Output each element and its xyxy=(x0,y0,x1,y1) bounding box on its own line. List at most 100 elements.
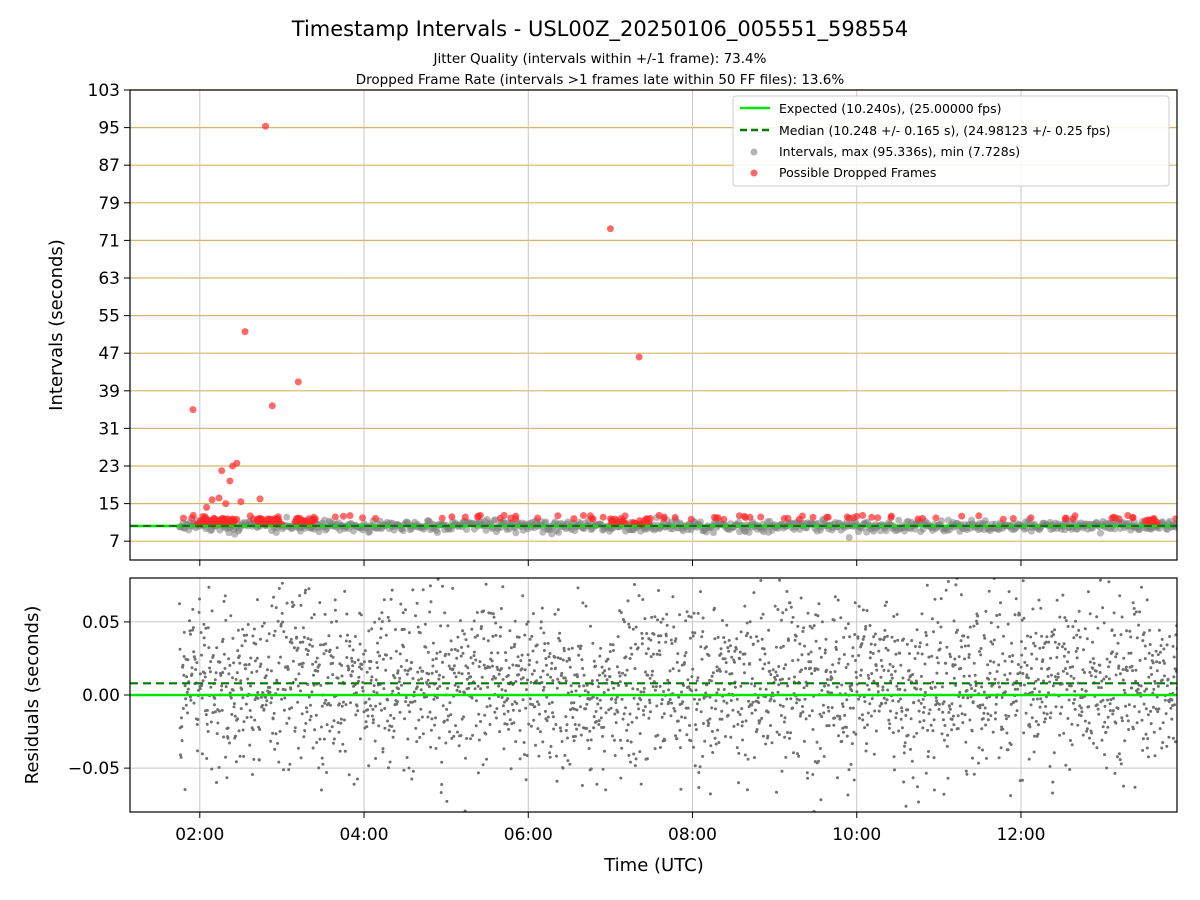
residual-point xyxy=(560,671,564,675)
residual-point xyxy=(381,657,385,661)
residual-point xyxy=(830,691,834,695)
residual-point xyxy=(617,683,621,687)
residual-point xyxy=(405,756,409,759)
residual-point xyxy=(877,649,881,653)
residual-point xyxy=(556,608,560,612)
residual-point xyxy=(311,662,315,666)
residual-point xyxy=(339,717,343,721)
residual-point xyxy=(1049,673,1053,677)
residual-point xyxy=(1072,676,1076,680)
residual-point xyxy=(506,709,510,713)
residual-point xyxy=(662,712,666,716)
residual-point xyxy=(1042,679,1045,683)
residual-point xyxy=(192,701,196,705)
residual-point xyxy=(676,719,680,723)
residual-point xyxy=(444,652,448,656)
residual-point xyxy=(1016,687,1020,691)
legend-dropped-marker xyxy=(750,169,758,177)
residual-point xyxy=(931,729,935,733)
residual-point xyxy=(670,701,674,705)
residual-point xyxy=(722,688,726,691)
residual-point xyxy=(948,704,951,708)
residual-point xyxy=(825,668,829,672)
residual-point xyxy=(577,723,581,727)
residual-point xyxy=(504,689,508,693)
residual-point xyxy=(359,613,363,617)
residual-point xyxy=(752,591,756,595)
residual-point xyxy=(733,660,736,664)
residual-point xyxy=(237,729,241,733)
residual-point xyxy=(615,665,619,669)
residual-point xyxy=(523,668,527,672)
residual-point xyxy=(884,646,888,650)
residual-point xyxy=(894,716,898,720)
residual-point xyxy=(640,642,644,646)
residual-point xyxy=(789,605,793,609)
residual-point xyxy=(681,700,685,704)
residual-point xyxy=(970,729,974,733)
residual-point xyxy=(213,696,217,700)
residual-point xyxy=(818,747,822,750)
residual-point xyxy=(802,626,806,630)
residual-point xyxy=(463,809,467,812)
residual-point xyxy=(947,711,951,714)
residual-point xyxy=(889,709,892,713)
residual-point xyxy=(827,683,830,687)
residual-point xyxy=(241,696,245,700)
residual-point xyxy=(1147,651,1151,655)
residual-point xyxy=(510,702,514,706)
residual-point xyxy=(999,556,1002,559)
residual-point xyxy=(776,608,780,611)
residual-point xyxy=(524,706,528,710)
residual-point xyxy=(647,716,651,720)
residual-point xyxy=(380,620,384,624)
residual-point xyxy=(1041,646,1045,649)
residual-point xyxy=(905,642,909,646)
residual-point xyxy=(221,637,225,641)
residual-point xyxy=(927,655,931,659)
residual-point xyxy=(887,669,890,673)
residual-point xyxy=(460,717,464,721)
dropped-frame-point xyxy=(1129,513,1137,521)
residual-point xyxy=(1094,669,1098,673)
residual-point xyxy=(259,637,262,641)
residual-point xyxy=(548,652,552,655)
residual-point xyxy=(730,655,734,659)
residual-point xyxy=(1157,628,1161,632)
residual-point xyxy=(514,680,518,683)
residual-point xyxy=(985,696,989,700)
residual-point xyxy=(418,666,422,670)
residual-point xyxy=(642,690,646,694)
residual-point xyxy=(445,799,449,803)
residual-point xyxy=(1157,707,1161,711)
residual-point xyxy=(1030,690,1034,694)
residual-point xyxy=(538,730,542,734)
residual-point xyxy=(473,687,477,691)
residual-point xyxy=(401,611,405,615)
residual-point xyxy=(723,640,727,644)
residual-point xyxy=(614,701,618,705)
residual-point xyxy=(873,632,877,636)
residual-point xyxy=(928,708,932,712)
residual-point xyxy=(465,677,469,681)
top-ytick-label: 15 xyxy=(98,495,120,515)
residual-point xyxy=(568,658,572,662)
residual-point xyxy=(463,691,466,695)
residual-point xyxy=(1099,686,1103,690)
residual-point xyxy=(735,746,739,750)
residual-point xyxy=(613,712,617,716)
residual-point xyxy=(365,670,369,674)
residual-point xyxy=(265,699,269,703)
residual-point xyxy=(960,712,964,716)
residual-point xyxy=(763,662,767,666)
residual-point xyxy=(1122,688,1126,692)
dropped-frame-point xyxy=(1062,514,1070,522)
residual-point xyxy=(935,656,939,660)
residual-point xyxy=(240,644,244,648)
residual-point xyxy=(1040,667,1043,671)
residual-point xyxy=(743,753,747,757)
residual-point xyxy=(1069,674,1073,678)
residual-point xyxy=(542,685,546,689)
residual-point xyxy=(1143,657,1147,661)
residual-point xyxy=(1020,778,1024,782)
